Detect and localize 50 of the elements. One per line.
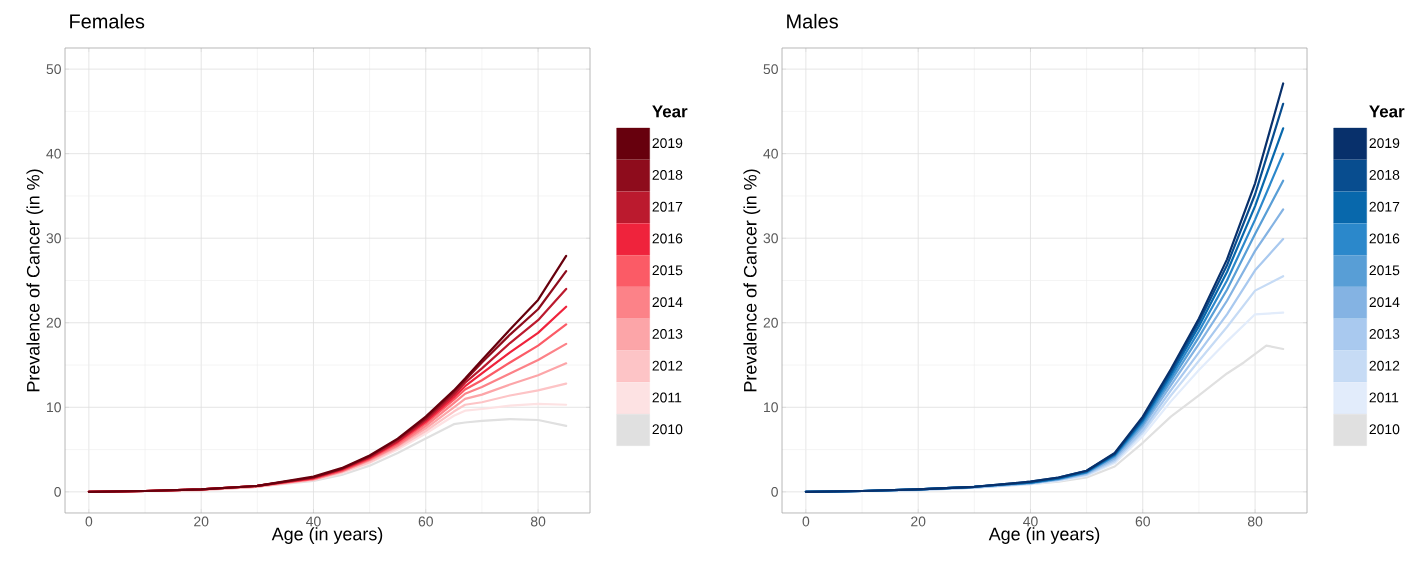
y-tick-label: 20 <box>763 317 778 328</box>
y-axis-title: Prevalence of Cancer (in %) <box>743 169 761 392</box>
y-tick-label: 50 <box>46 64 61 75</box>
y-tick-label: 10 <box>764 402 778 413</box>
legend-label: 2012 <box>1369 360 1400 371</box>
legend-label: 2019 <box>652 138 683 149</box>
x-tick-label: 80 <box>530 516 546 527</box>
legend-label: 2010 <box>652 424 683 435</box>
chart-title: Males <box>787 13 838 29</box>
y-tick-label: 10 <box>47 402 61 413</box>
legend-label: 2010 <box>1369 424 1400 435</box>
legend-label: 2015 <box>652 265 683 276</box>
x-tick-label: 20 <box>194 516 209 527</box>
x-tick-label: 40 <box>1023 516 1038 527</box>
legend-label: 2016 <box>1369 233 1400 244</box>
x-tick-label: 60 <box>418 516 433 527</box>
legend-label: 2017 <box>1369 201 1400 212</box>
y-tick-label: 0 <box>771 486 778 497</box>
legend-label: 2018 <box>1369 169 1400 180</box>
y-tick-label: 40 <box>46 148 61 159</box>
legend-label: 2017 <box>652 201 683 212</box>
y-tick-label: 20 <box>46 317 61 328</box>
legend-label: 2014 <box>1369 297 1400 308</box>
x-tick-label: 20 <box>911 516 926 527</box>
legend-label: 2018 <box>652 169 683 180</box>
x-tick-label: 40 <box>306 516 321 527</box>
y-tick-label: 40 <box>763 148 778 159</box>
x-tick-label: 60 <box>1135 516 1150 527</box>
legend-label: 2011 <box>1369 392 1399 403</box>
y-tick-label: 30 <box>763 233 778 244</box>
legend-label: 2019 <box>1369 138 1400 149</box>
x-tick-label: 0 <box>802 516 810 527</box>
legend-title: Year <box>1369 105 1405 118</box>
x-tick-label: 80 <box>1247 516 1263 527</box>
chart-title: Females <box>70 13 145 29</box>
legend-label: 2014 <box>652 297 683 308</box>
y-axis-title: Prevalence of Cancer (in %) <box>26 169 44 392</box>
x-axis-title: Age (in years) <box>271 527 383 544</box>
y-tick-label: 50 <box>763 64 778 75</box>
legend-label: 2011 <box>652 392 682 403</box>
legend-title: Year <box>652 105 688 118</box>
legend-label: 2013 <box>1369 328 1400 339</box>
legend-label: 2015 <box>1369 265 1400 276</box>
legend-label: 2013 <box>652 328 683 339</box>
x-tick-label: 0 <box>85 516 93 527</box>
y-tick-label: 30 <box>46 233 61 244</box>
x-axis-title: Age (in years) <box>988 527 1100 544</box>
y-tick-label: 0 <box>54 486 61 497</box>
legend-label: 2012 <box>652 360 683 371</box>
legend-label: 2016 <box>652 233 683 244</box>
